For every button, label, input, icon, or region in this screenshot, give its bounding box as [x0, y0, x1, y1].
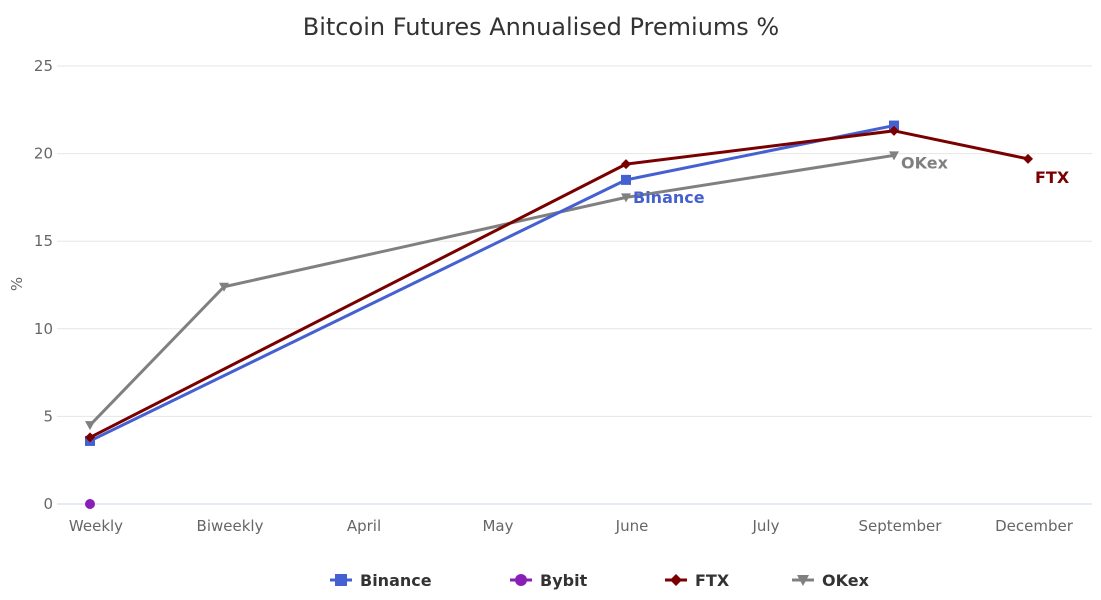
x-tick-label: September	[859, 517, 943, 535]
data-point-marker	[670, 574, 682, 586]
x-tick-label: Biweekly	[197, 517, 264, 535]
x-tick-label: May	[482, 517, 513, 535]
y-tick-label: 15	[34, 232, 53, 250]
series-okex	[85, 151, 899, 431]
series-line	[89, 129, 1029, 439]
y-tick-label: 0	[43, 495, 53, 513]
data-point-marker	[85, 432, 95, 443]
x-axis: Weekly Biweekly April May June July September D…	[69, 517, 1074, 535]
series-binance	[85, 120, 899, 446]
data-point-marker	[85, 421, 95, 431]
legend-item-bybit[interactable]: Bybit	[510, 571, 588, 590]
x-tick-label: Weekly	[69, 517, 123, 535]
data-point-marker	[889, 120, 899, 131]
legend-label: Bybit	[540, 571, 588, 590]
data-point-marker	[621, 159, 631, 170]
series-end-label: OKex	[901, 153, 949, 172]
y-axis: 0 5 10 15 20 25	[34, 57, 53, 513]
series-ftx	[85, 125, 1033, 443]
x-tick-label: December	[995, 517, 1074, 535]
legend-item-ftx[interactable]: FTX	[665, 571, 730, 590]
y-tick-label: 10	[34, 320, 53, 338]
data-point-marker	[621, 174, 631, 185]
chart-title: Bitcoin Futures Annualised Premiums %	[303, 13, 779, 41]
series-line	[88, 153, 895, 427]
legend-label: OKex	[822, 571, 870, 590]
y-axis-title: %	[8, 277, 26, 291]
legend-item-okex[interactable]: OKex	[792, 571, 870, 590]
legend: Binance Bybit FTX OKex	[330, 571, 870, 590]
data-point-marker	[85, 499, 95, 509]
data-point-marker	[219, 282, 229, 292]
x-tick-label: April	[347, 517, 381, 535]
series-end-label: Binance	[633, 188, 705, 207]
grid	[57, 65, 1092, 417]
series-end-labels: Binance FTX OKex	[633, 153, 1070, 207]
x-tick-label: June	[615, 517, 649, 535]
y-tick-label: 25	[34, 57, 53, 75]
data-point-marker	[335, 574, 347, 586]
legend-label: FTX	[695, 571, 730, 590]
data-point-marker	[889, 151, 899, 161]
data-point-marker	[889, 125, 899, 136]
legend-item-binance[interactable]: Binance	[330, 571, 432, 590]
data-point-marker	[621, 193, 631, 203]
series-end-label: FTX	[1035, 168, 1070, 187]
data-point-marker	[515, 574, 527, 586]
series-layer	[85, 120, 1033, 509]
series-bybit	[85, 499, 95, 509]
y-tick-label: 20	[34, 145, 53, 163]
data-point-marker	[1023, 153, 1033, 164]
data-point-marker	[797, 575, 809, 586]
x-tick-label: July	[752, 517, 780, 535]
y-tick-label: 5	[43, 407, 53, 425]
legend-label: Binance	[360, 571, 432, 590]
